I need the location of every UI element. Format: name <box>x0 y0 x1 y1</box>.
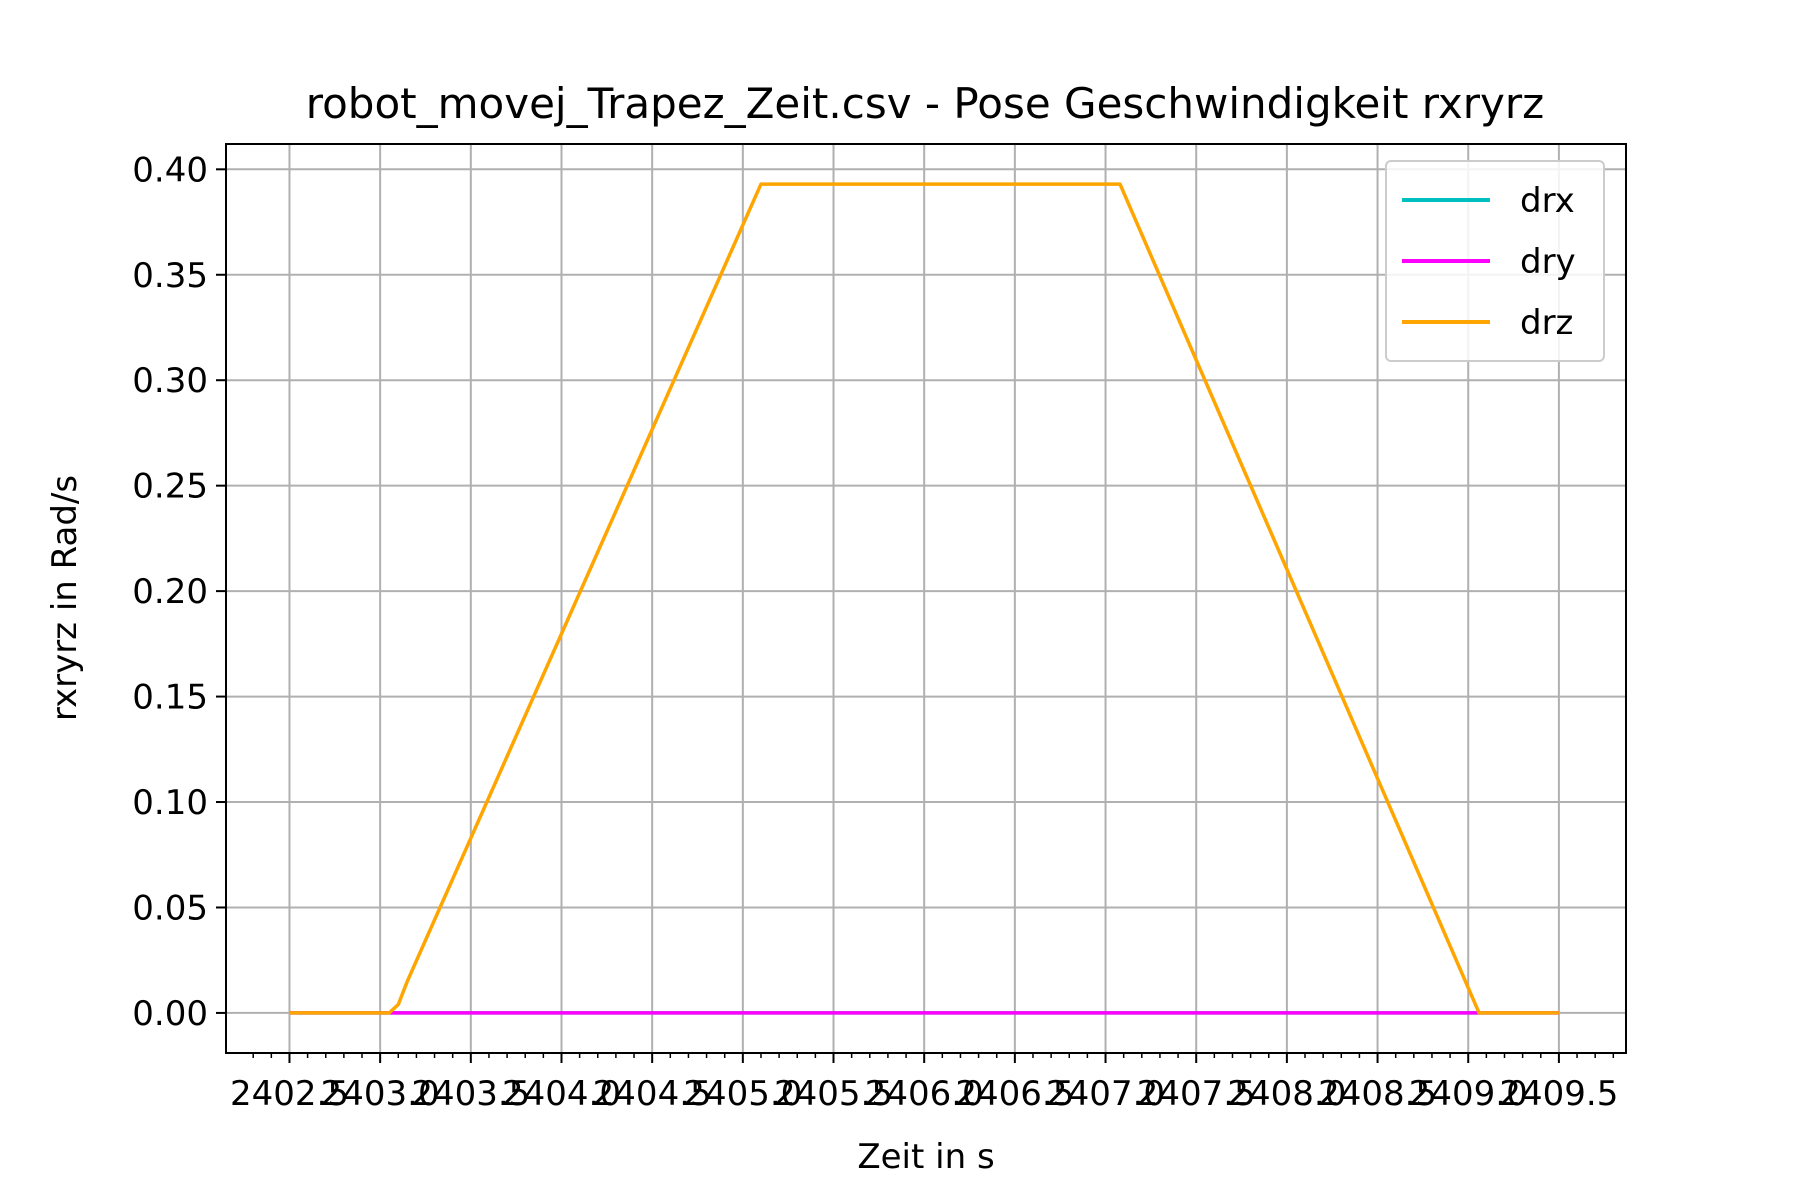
chart-title: robot_movej_Trapez_Zeit.csv - Pose Gesch… <box>306 79 1544 128</box>
x-tick-label: 2409.0 <box>1409 1074 1528 1114</box>
y-tick-label: 0.05 <box>132 888 208 928</box>
x-tick-label: 2403.0 <box>321 1074 440 1114</box>
y-tick-label: 0.35 <box>132 256 208 296</box>
x-tick-label: 2405.5 <box>774 1074 893 1114</box>
x-tick-label: 2404.0 <box>502 1074 621 1114</box>
x-tick-label: 2408.5 <box>1318 1074 1437 1114</box>
series-layer <box>289 182 1559 1015</box>
x-tick-label: 2406.0 <box>865 1074 984 1114</box>
legend-label-drx: drx <box>1520 181 1575 221</box>
x-axis-label: Zeit in s <box>857 1137 994 1177</box>
series-line-drz <box>289 182 1559 1015</box>
legend-label-dry: dry <box>1520 242 1576 282</box>
y-tick-label: 0.10 <box>132 783 208 823</box>
y-axis: 0.00 0.05 0.10 0.15 0.20 0.25 0.30 0.35 0.40 <box>132 150 226 1034</box>
x-tick-label: 2408.0 <box>1227 1074 1346 1114</box>
y-tick-label: 0.00 <box>132 994 208 1034</box>
x-tick-label: 2409.5 <box>1499 1074 1618 1114</box>
x-axis: 2402.52403.02403.52404.02404.52405.02405… <box>230 1053 1618 1114</box>
legend-box <box>1385 160 1605 362</box>
plot-frame <box>225 143 1627 1054</box>
y-tick-label: 0.15 <box>132 678 208 718</box>
legend-label-drz: drz <box>1520 303 1573 343</box>
x-tick-label: 2403.5 <box>411 1074 530 1114</box>
y-tick-label: 0.40 <box>132 150 208 190</box>
x-tick-label: 2405.0 <box>683 1074 802 1114</box>
y-tick-label: 0.20 <box>132 572 208 612</box>
x-tick-label: 2406.5 <box>955 1074 1074 1114</box>
x-tick-label: 2404.5 <box>593 1074 712 1114</box>
y-axis-label: rxryrz in Rad/s <box>45 475 85 721</box>
y-tick-label: 0.25 <box>132 467 208 507</box>
x-tick-label: 2407.5 <box>1137 1074 1256 1114</box>
legend: drx dry drz <box>1385 160 1605 362</box>
x-tick-label: 2402.5 <box>230 1074 349 1114</box>
x-tick-label: 2407.0 <box>1046 1074 1165 1114</box>
y-tick-label: 0.30 <box>132 361 208 401</box>
